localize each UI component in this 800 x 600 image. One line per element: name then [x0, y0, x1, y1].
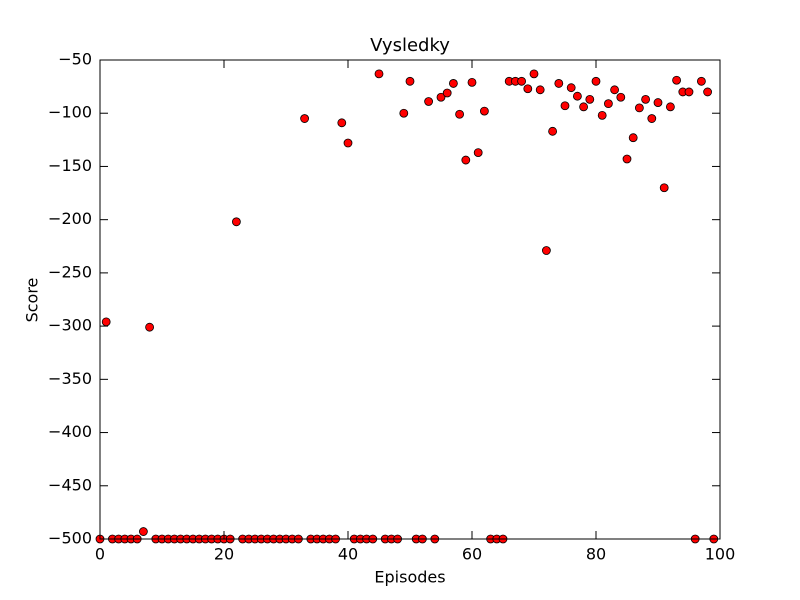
axes-frame — [99, 59, 721, 540]
data-point — [585, 94, 595, 104]
data-point — [101, 317, 111, 327]
data-point — [672, 75, 681, 85]
data-point — [560, 101, 570, 111]
x-tick-label: 100 — [705, 545, 736, 564]
data-point — [653, 98, 663, 107]
data-point — [616, 92, 626, 102]
data-point — [138, 527, 148, 536]
y-tick-label: −400 — [48, 422, 92, 441]
data-point — [467, 77, 477, 87]
data-point — [448, 79, 458, 88]
data-point — [473, 148, 483, 158]
data-point — [641, 94, 650, 104]
y-axis-label: Score — [23, 278, 42, 323]
data-point — [300, 114, 310, 123]
data-point — [455, 109, 465, 119]
data-point — [591, 76, 601, 86]
x-tick-label: 20 — [214, 545, 234, 564]
data-point — [542, 246, 551, 255]
data-point — [647, 114, 657, 123]
y-tick-label: −200 — [48, 209, 92, 228]
data-point — [604, 99, 613, 109]
data-point — [622, 154, 632, 164]
y-tick-label: −50 — [58, 50, 92, 69]
data-point — [697, 76, 706, 86]
y-tick-label: −350 — [48, 369, 92, 388]
data-point — [231, 217, 241, 227]
data-point — [573, 91, 582, 101]
y-tick-label: −500 — [48, 529, 92, 548]
data-point — [548, 126, 557, 136]
data-point — [659, 183, 669, 193]
x-tick-label: 80 — [586, 545, 606, 564]
x-tick-label: 60 — [462, 545, 482, 564]
data-point — [374, 69, 384, 79]
data-point — [523, 84, 533, 94]
data-point — [479, 106, 489, 116]
x-tick-label: 0 — [95, 545, 105, 564]
data-point — [405, 76, 415, 86]
data-point — [566, 83, 576, 93]
x-axis-label: Episodes — [374, 568, 445, 587]
data-point — [517, 76, 526, 86]
data-point — [684, 87, 694, 97]
x-tick-label: 40 — [338, 545, 358, 564]
data-point — [597, 110, 607, 120]
data-point — [424, 97, 434, 106]
data-point — [145, 322, 155, 332]
data-point — [554, 79, 564, 88]
data-point — [436, 92, 446, 102]
data-point — [579, 102, 588, 112]
data-point — [461, 155, 471, 165]
data-point — [337, 118, 347, 128]
data-point — [529, 69, 539, 79]
data-point — [635, 103, 644, 113]
data-point — [628, 133, 638, 143]
data-point — [535, 85, 545, 95]
y-tick-label: −100 — [48, 103, 92, 122]
data-point — [666, 102, 675, 112]
data-point — [610, 85, 619, 95]
y-tick-label: −250 — [48, 262, 92, 281]
data-point — [343, 138, 353, 148]
data-point — [442, 88, 452, 98]
y-tick-label: −450 — [48, 475, 92, 494]
y-tick-label: −300 — [48, 316, 92, 335]
y-tick-label: −150 — [48, 156, 92, 175]
data-point — [399, 108, 409, 118]
data-point — [703, 87, 712, 97]
chart-title: Vysledky — [370, 35, 450, 56]
